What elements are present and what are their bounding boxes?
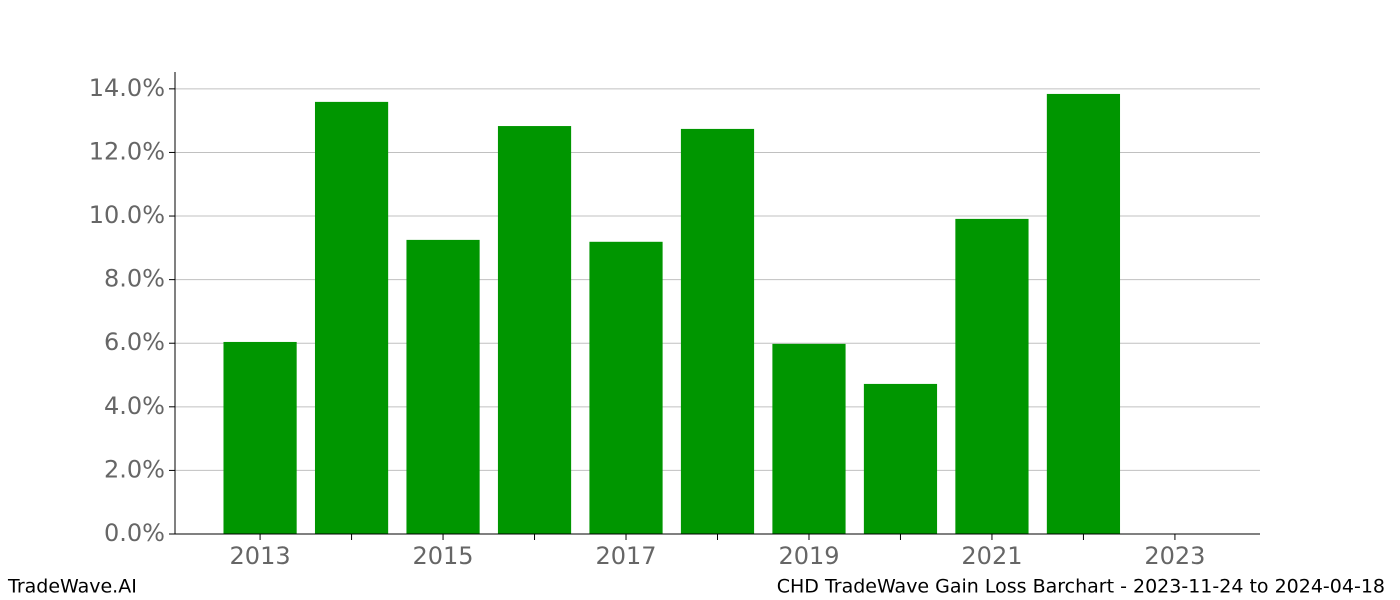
x-tick-label: 2023	[1144, 542, 1205, 570]
x-tick-label: 2013	[230, 542, 291, 570]
chart-title: CHD TradeWave Gain Loss Barchart - 2023-…	[777, 576, 1385, 598]
x-tick-label: 2021	[961, 542, 1022, 570]
x-tick-label: 2015	[413, 542, 474, 570]
x-tick-label: 2019	[778, 542, 839, 570]
y-tick-label: 10.0%	[89, 201, 165, 229]
x-tick-label: 2017	[595, 542, 656, 570]
bar	[955, 218, 1029, 534]
y-tick-label: 0.0%	[104, 519, 165, 547]
y-tick-label: 12.0%	[89, 137, 165, 165]
bar	[772, 343, 846, 534]
bar	[863, 383, 938, 534]
y-tick-label: 6.0%	[104, 328, 165, 356]
bar	[589, 241, 663, 534]
y-tick-label: 8.0%	[104, 265, 165, 293]
bar	[406, 239, 480, 534]
bar	[223, 341, 297, 534]
brand: TradeWave.AI	[7, 576, 137, 598]
bar	[314, 101, 389, 535]
bar	[680, 128, 755, 534]
bar	[1046, 93, 1121, 534]
bar	[497, 126, 572, 534]
y-tick-label: 4.0%	[104, 392, 165, 420]
y-tick-label: 2.0%	[104, 455, 165, 483]
y-tick-label: 14.0%	[89, 74, 165, 102]
